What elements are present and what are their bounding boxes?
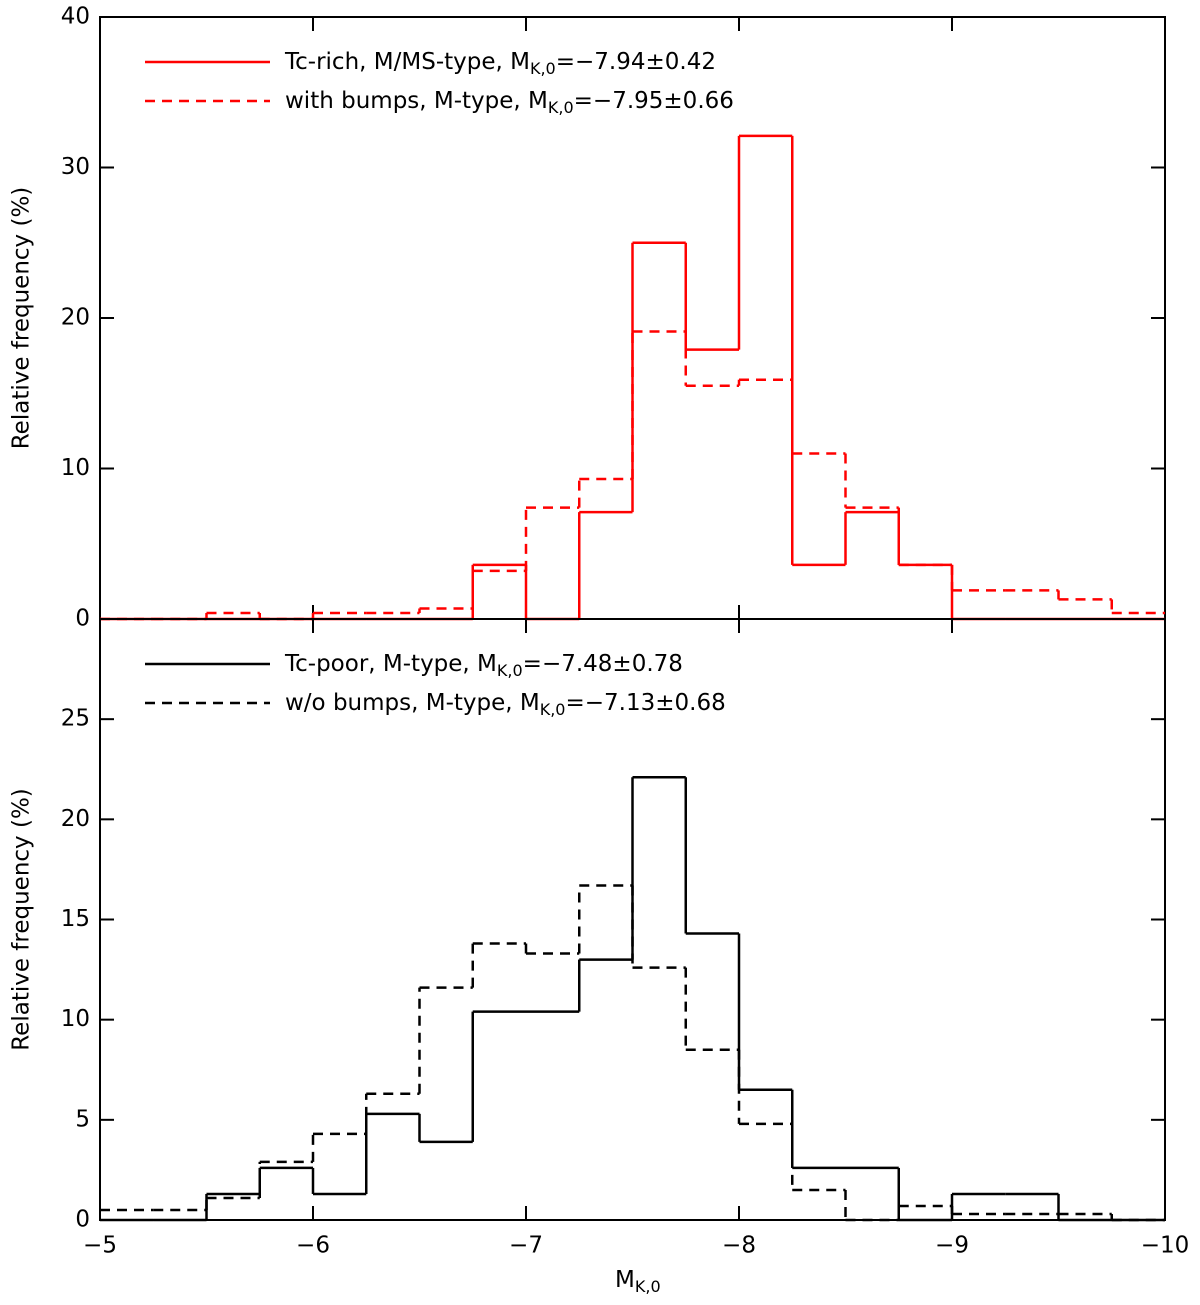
legend-label-sub: K,0 <box>530 59 556 78</box>
x-tick-label: −8 <box>722 1233 756 1259</box>
legend-label-sub: K,0 <box>497 661 523 680</box>
legend-label-sub: K,0 <box>540 700 566 719</box>
legend-label-main: Tc-poor, M-type, M <box>284 651 497 677</box>
y-axis-label: Relative frequency (%) <box>9 187 35 450</box>
y-tick-label: 10 <box>61 455 90 481</box>
y-tick-label: 15 <box>61 906 90 932</box>
y-axis-label: Relative frequency (%) <box>9 788 35 1051</box>
y-tick-label: 40 <box>61 4 90 30</box>
y-tick-label: 0 <box>75 606 90 632</box>
legend-label: with bumps, M-type, MK,0=−7.95±0.66 <box>285 88 734 117</box>
x-tick-label: −10 <box>1141 1233 1190 1259</box>
legend-label-end: =−7.13±0.68 <box>565 690 725 716</box>
x-tick-label: −9 <box>935 1233 969 1259</box>
legend-label: Tc-poor, M-type, MK,0=−7.48±0.78 <box>284 651 683 680</box>
legend-label-end: =−7.48±0.78 <box>523 651 683 677</box>
x-tick-label: −6 <box>296 1233 330 1259</box>
legend-label-end: =−7.95±0.66 <box>574 88 734 114</box>
y-tick-label: 10 <box>61 1006 90 1032</box>
x-axis-label-sub: K,0 <box>635 1277 661 1296</box>
y-tick-label: 25 <box>61 706 90 732</box>
y-tick-label: 30 <box>61 154 90 180</box>
x-axis-label: MK,0 <box>615 1267 661 1296</box>
legend-label-main: Tc-rich, M/MS-type, M <box>284 49 530 75</box>
legend-label: Tc-rich, M/MS-type, MK,0=−7.94±0.42 <box>284 49 716 78</box>
legend-label-end: =−7.94±0.42 <box>556 49 716 75</box>
legend-label-sub: K,0 <box>548 98 574 117</box>
y-tick-label: 0 <box>75 1207 90 1233</box>
y-tick-label: 20 <box>61 806 90 832</box>
legend-label: w/o bumps, M-type, MK,0=−7.13±0.68 <box>285 690 726 719</box>
x-axis-label-main: M <box>615 1267 635 1293</box>
x-tick-label: −7 <box>509 1233 543 1259</box>
x-tick-label: −5 <box>83 1233 117 1259</box>
legend-label-main: with bumps, M-type, M <box>285 88 548 114</box>
y-tick-label: 5 <box>75 1106 90 1132</box>
y-tick-label: 20 <box>61 305 90 331</box>
legend-label-main: w/o bumps, M-type, M <box>285 690 540 716</box>
